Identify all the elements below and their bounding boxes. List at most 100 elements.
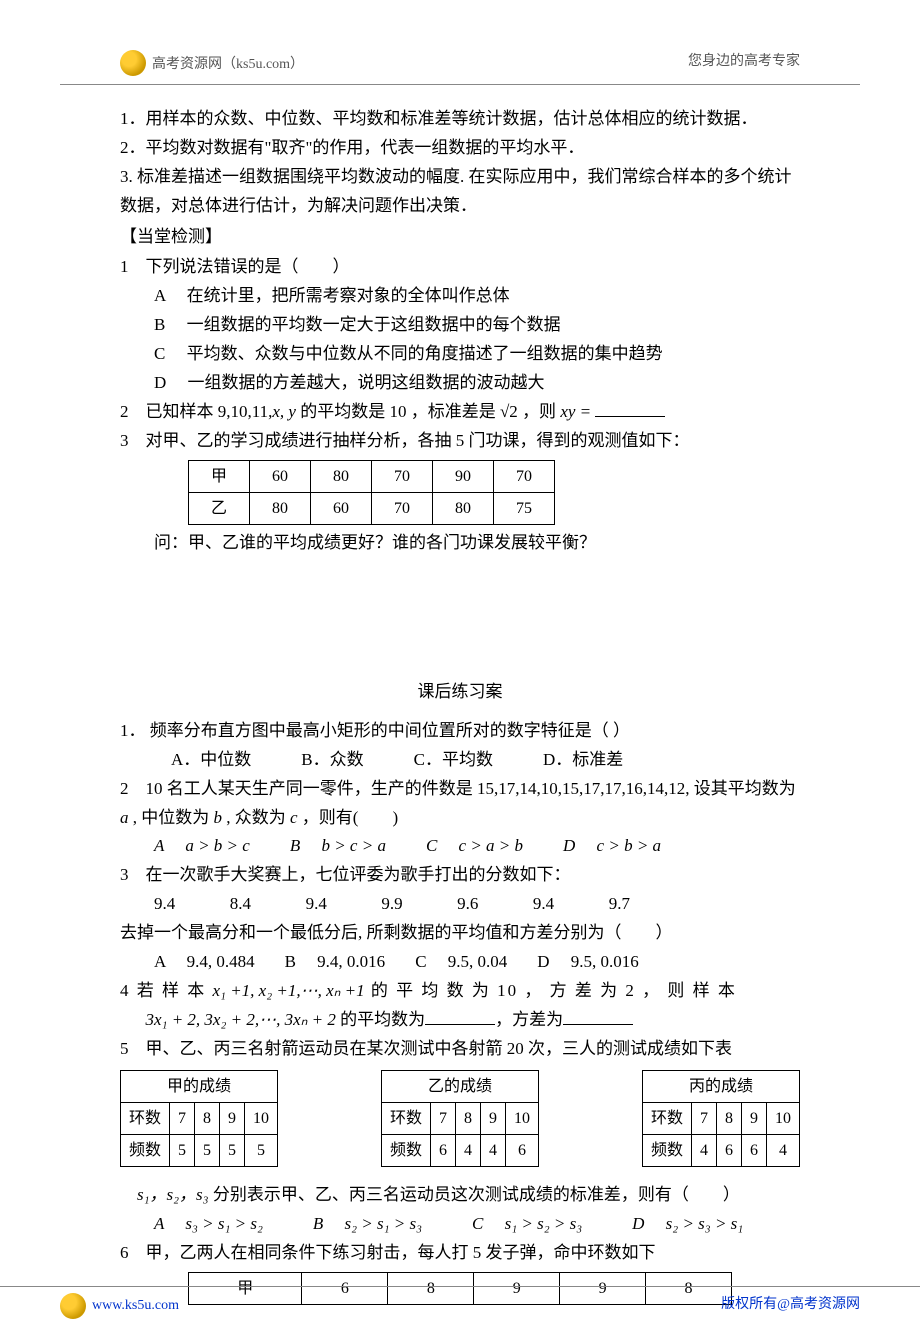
cell: 7 xyxy=(691,1102,716,1134)
hl-q5-tables: 甲的成绩 环数 7 8 9 10 频数 5 5 5 5 乙的成绩 xyxy=(120,1070,800,1168)
cell: 75 xyxy=(494,492,555,524)
hl-q6-stem: 6 甲，乙两人在相同条件下练习射击，每人打 5 发子弹，命中环数如下 xyxy=(120,1239,800,1268)
cell: 8 xyxy=(456,1102,481,1134)
cell: 5 xyxy=(170,1134,195,1166)
cell: 70 xyxy=(372,460,433,492)
cell: 80 xyxy=(250,492,311,524)
hl-q5-C: C s₁ > s₂ > s₃ xyxy=(472,1210,582,1239)
cell: 70 xyxy=(372,492,433,524)
cell: 4 xyxy=(691,1134,716,1166)
hl-q4-c: 的平均数为 xyxy=(336,1010,425,1029)
cell: 70 xyxy=(494,460,555,492)
dt-q1-stem: 1 下列说法错误的是（ ） xyxy=(120,253,800,282)
hl-q3-scores: 9.4 8.4 9.4 9.9 9.6 9.4 9.7 xyxy=(154,890,630,919)
hl-q3-options: A 9.4, 0.484 B 9.4, 0.016 C 9.5, 0.04 D … xyxy=(120,948,800,977)
hl-q1-C: C．平均数 xyxy=(414,746,493,775)
hl-q2-C: C c > a > b xyxy=(426,832,523,861)
dt-q1-A: A 在统计里，把所需考察对象的全体叫作总体 xyxy=(154,282,800,311)
hl-q2-va: a xyxy=(120,808,129,827)
hl-q5-options: A s₃ > s₁ > s₂ B s₂ > s₁ > s₃ C s₁ > s₂ … xyxy=(120,1210,800,1239)
cell: 4 xyxy=(481,1134,506,1166)
score: 9.7 xyxy=(609,890,630,919)
cell: 4 xyxy=(456,1134,481,1166)
intro-p1: 1．用样本的众数、中位数、平均数和标准差等统计数据，估计总体相应的统计数据． xyxy=(120,105,800,134)
hl-q2-D: D c > b > a xyxy=(563,832,661,861)
spacer xyxy=(120,558,800,668)
row-label: 甲 xyxy=(189,460,250,492)
hl-q2-d: ，则有( ) xyxy=(302,808,398,827)
document-body: 1．用样本的众数、中位数、平均数和标准差等统计数据，估计总体相应的统计数据． 2… xyxy=(60,105,860,1305)
cell: 环数 xyxy=(381,1102,430,1134)
page-header: 高考资源网（ks5u.com） 您身边的高考专家 xyxy=(60,50,860,85)
score: 9.6 xyxy=(457,890,478,919)
score: 9.4 xyxy=(306,890,327,919)
cell: 60 xyxy=(250,460,311,492)
header-left: 高考资源网（ks5u.com） xyxy=(120,50,304,76)
cell: 环数 xyxy=(642,1102,691,1134)
dt-q1-options: A 在统计里，把所需考察对象的全体叫作总体 B 一组数据的平均数一定大于这组数据… xyxy=(120,282,800,398)
hl-q2-c: , 众数为 xyxy=(226,808,286,827)
blank xyxy=(425,1007,495,1025)
dt-q2-c: ，则 xyxy=(522,402,560,421)
table-yi: 乙的成绩 环数 7 8 9 10 频数 6 4 4 6 xyxy=(381,1070,539,1168)
cell: 10 xyxy=(766,1102,799,1134)
hl-q2-a: 2 10 名工人某天生产同一零件，生产的件数是 15,17,14,10,15,1… xyxy=(120,779,796,798)
hl-q2-B: B b > c > a xyxy=(290,832,386,861)
hl-q3-D: D 9.5, 0.016 xyxy=(537,948,639,977)
hl-q4-e2: 3x₁ + 2, 3x₂ + 2,⋯, 3xₙ + 2 xyxy=(146,1010,336,1029)
header-left-text: 高考资源网（ks5u.com） xyxy=(152,53,304,73)
dt-q3-ask: 问：甲、乙谁的平均成绩更好？谁的各门功课发展较平衡？ xyxy=(120,529,800,558)
cell: 6 xyxy=(716,1134,741,1166)
hl-q2-vb: b xyxy=(214,808,223,827)
cell: 5 xyxy=(195,1134,220,1166)
intro-p2: 2．平均数对数据有"取齐"的作用，代表一组数据的平均水平． xyxy=(120,134,800,163)
cell: 6 xyxy=(431,1134,456,1166)
cell: 80 xyxy=(433,492,494,524)
cell: 4 xyxy=(766,1134,799,1166)
hl-q1-options: A．中位数 B．众数 C．平均数 D．标准差 xyxy=(120,746,800,775)
t3-title: 丙的成绩 xyxy=(642,1070,799,1102)
row-label: 乙 xyxy=(189,492,250,524)
cell: 9 xyxy=(481,1102,506,1134)
cell: 频数 xyxy=(381,1134,430,1166)
score: 9.4 xyxy=(154,890,175,919)
hl-q5-s: s₁，s₂，s₃ xyxy=(137,1185,209,1204)
dt-q2-blank xyxy=(595,399,665,417)
hl-q1-stem: 1． 频率分布直方图中最高小矩形的中间位置所对的数字特征是（ ） xyxy=(120,717,800,746)
score: 9.9 xyxy=(381,890,402,919)
dt-q3-table: 甲 60 80 70 90 70 乙 80 60 70 80 75 xyxy=(188,460,555,525)
cell: 60 xyxy=(311,492,372,524)
logo-icon xyxy=(120,50,146,76)
cell: 6 xyxy=(506,1134,539,1166)
hl-q2-A: A a > b > c xyxy=(154,832,250,861)
cell: 7 xyxy=(170,1102,195,1134)
footer-left-text: www.ks5u.com xyxy=(92,1298,179,1314)
cell: 80 xyxy=(311,460,372,492)
hl-q4-b: 的 平 均 数 为 10 ， 方 差 为 2 ， 则 样 本 xyxy=(365,981,737,1000)
dt-q2-b: 的平均数是 10 ，标准差是 xyxy=(296,402,496,421)
hl-q2-options: A a > b > c B b > c > a C c > a > b D c … xyxy=(120,832,800,861)
hl-q1-D: D．标准差 xyxy=(543,746,623,775)
hl-q4-l2: 3x₁ + 2, 3x₂ + 2,⋯, 3xₙ + 2 的平均数为，方差为 xyxy=(120,1006,800,1035)
cell: 5 xyxy=(220,1134,245,1166)
table-jia: 甲的成绩 环数 7 8 9 10 频数 5 5 5 5 xyxy=(120,1070,278,1168)
table-row: 乙 80 60 70 80 75 xyxy=(189,492,555,524)
dt-q2: 2 已知样本 9,10,11,x, y 的平均数是 10 ，标准差是 √2 ，则… xyxy=(120,398,800,427)
dt-q2-sqrt: √2 xyxy=(500,402,518,421)
hl-q3-stem: 3 在一次歌手大奖赛上，七位评委为歌手打出的分数如下： xyxy=(120,861,800,890)
hl-q3-C: C 9.5, 0.04 xyxy=(415,948,507,977)
page-footer: www.ks5u.com 版权所有@高考资源网 xyxy=(0,1286,920,1319)
cell: 8 xyxy=(195,1102,220,1134)
hl-q4-e1: x₁ +1, x₂ +1,⋯, xₙ +1 xyxy=(213,981,365,1000)
hl-q4-a: 4 若 样 本 xyxy=(120,981,213,1000)
blank xyxy=(563,1007,633,1025)
hl-q5-stem: 5 甲、乙、丙三名射箭运动员在某次测试中各射箭 20 次，三人的测试成绩如下表 xyxy=(120,1035,800,1064)
hl-q2-b: , 中位数为 xyxy=(133,808,210,827)
cell: 频数 xyxy=(642,1134,691,1166)
hl-q4-l1: 4 若 样 本 x₁ +1, x₂ +1,⋯, xₙ +1 的 平 均 数 为 … xyxy=(120,977,800,1006)
hl-q5-B: B s₂ > s₁ > s₃ xyxy=(313,1210,422,1239)
intro-p3: 3. 标准差描述一组数据围绕平均数波动的幅度. 在实际应用中，我们常综合样本的多… xyxy=(120,163,800,221)
dt-q2-xy: x, y xyxy=(272,402,296,421)
dt-q1-D: D 一组数据的方差越大，说明这组数据的波动越大 xyxy=(154,369,800,398)
score: 9.4 xyxy=(533,890,554,919)
